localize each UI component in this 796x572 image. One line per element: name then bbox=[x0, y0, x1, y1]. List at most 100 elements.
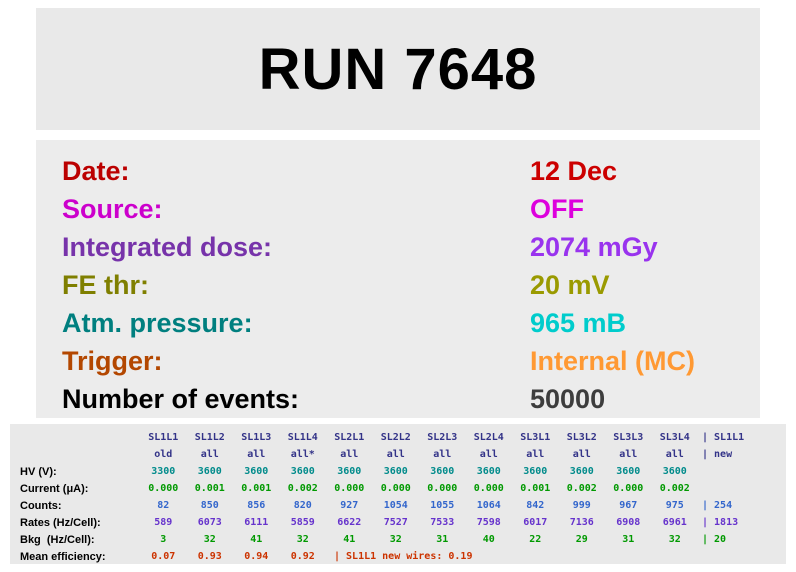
rates-value-11: 6961 bbox=[662, 517, 687, 528]
counts-value-9: 999 bbox=[572, 500, 591, 511]
run-info-panel: Date: 12 Dec Source: OFF Integrated dose: 207… bbox=[36, 140, 760, 418]
col-header-1: SL1L2 bbox=[194, 432, 225, 443]
bkg-value-3: 32 bbox=[296, 534, 309, 545]
current-extra bbox=[698, 480, 786, 497]
hv-value-2: 3600 bbox=[244, 466, 269, 477]
counts-value-6: 1055 bbox=[430, 500, 455, 511]
counts-value-4: 927 bbox=[340, 500, 359, 511]
col-subheader-9: all bbox=[572, 449, 591, 460]
mean-efficiency-value-1: 0.93 bbox=[197, 551, 222, 562]
stats-table-panel: SL1L1 SL1L2 SL1L3 SL1L4 SL2L1 SL2L2 SL2L3 SL2L4… bbox=[10, 424, 786, 564]
source-value: OFF bbox=[530, 193, 584, 224]
fe-thr-label: FE thr: bbox=[62, 269, 149, 300]
date-value: 12 Dec bbox=[530, 155, 618, 186]
current-value-1: 0.001 bbox=[194, 483, 225, 494]
trigger-label: Trigger: bbox=[62, 345, 163, 376]
col-subheader-10: all bbox=[619, 449, 638, 460]
counts-value-8: 842 bbox=[526, 500, 545, 511]
atm-pressure-value: 965 mB bbox=[530, 307, 627, 338]
rates-value-6: 7533 bbox=[430, 517, 455, 528]
run-title-banner: RUN 7648 bbox=[36, 8, 760, 130]
date-label: Date: bbox=[62, 155, 130, 186]
counts-value-11: 975 bbox=[665, 500, 684, 511]
hv-value-1: 3600 bbox=[197, 466, 222, 477]
col-header-extra: | SL1L1 bbox=[702, 432, 745, 443]
current-value-6: 0.000 bbox=[427, 483, 458, 494]
hv-extra bbox=[698, 463, 786, 480]
counts-value-0: 82 bbox=[157, 500, 170, 511]
rates-value-5: 7527 bbox=[383, 517, 408, 528]
current-value-9: 0.002 bbox=[566, 483, 597, 494]
bkg-value-2: 41 bbox=[250, 534, 263, 545]
table-subheader-row: old all all all* all all all all all all all all | n… bbox=[10, 446, 786, 463]
hv-value-11: 3600 bbox=[662, 466, 687, 477]
col-subheader-1: all bbox=[200, 449, 219, 460]
table-row-hv: HV (V): 3300 3600 3600 3600 3600 3600 3600 3600 3… bbox=[10, 463, 786, 480]
info-row-fe-thr: FE thr: 20 mV bbox=[62, 266, 760, 304]
run-title: RUN 7648 bbox=[258, 36, 538, 102]
hv-value-0: 3300 bbox=[151, 466, 176, 477]
table-row-current: Current (μA): 0.000 0.001 0.001 0.002 0.000 0.… bbox=[10, 480, 786, 497]
mean-efficiency-value-3: 0.92 bbox=[290, 551, 315, 562]
rates-value-1: 6073 bbox=[197, 517, 222, 528]
current-value-2: 0.001 bbox=[241, 483, 272, 494]
table-row-rates: Rates (Hz/Cell): 589 6073 6111 5859 6622 7527 7… bbox=[10, 514, 786, 531]
current-value-0: 0.000 bbox=[148, 483, 179, 494]
source-label: Source: bbox=[62, 193, 163, 224]
table-header-row: SL1L1 SL1L2 SL1L3 SL1L4 SL2L1 SL2L2 SL2L3 SL2L4… bbox=[10, 429, 786, 446]
integrated-dose-label: Integrated dose: bbox=[62, 231, 273, 262]
bkg-extra: | 20 bbox=[702, 534, 727, 545]
col-header-4: SL2L1 bbox=[334, 432, 365, 443]
bkg-value-6: 31 bbox=[436, 534, 449, 545]
hv-value-9: 3600 bbox=[569, 466, 594, 477]
rates-value-9: 7136 bbox=[569, 517, 594, 528]
col-header-11: SL3L4 bbox=[659, 432, 690, 443]
counts-value-10: 967 bbox=[619, 500, 638, 511]
col-subheader-4: all bbox=[340, 449, 359, 460]
col-subheader-0: old bbox=[154, 449, 173, 460]
current-value-10: 0.000 bbox=[613, 483, 644, 494]
col-header-7: SL2L4 bbox=[473, 432, 504, 443]
col-header-0: SL1L1 bbox=[148, 432, 179, 443]
col-subheader-3: all* bbox=[290, 449, 315, 460]
col-subheader-spacer bbox=[10, 446, 140, 463]
info-row-date: Date: 12 Dec bbox=[62, 152, 760, 190]
bkg-value-8: 22 bbox=[529, 534, 542, 545]
rates-label: Rates (Hz/Cell): bbox=[20, 516, 101, 529]
rates-value-7: 7598 bbox=[476, 517, 501, 528]
col-header-spacer bbox=[10, 429, 140, 446]
bkg-value-0: 3 bbox=[160, 534, 167, 545]
rates-value-10: 6908 bbox=[616, 517, 641, 528]
col-header-9: SL3L2 bbox=[566, 432, 597, 443]
mean-efficiency-value-0: 0.07 bbox=[151, 551, 176, 562]
info-row-trigger: Trigger: Internal (MC) bbox=[62, 342, 760, 380]
col-header-2: SL1L3 bbox=[241, 432, 272, 443]
trigger-value: Internal (MC) bbox=[530, 345, 695, 376]
col-subheader-11: all bbox=[665, 449, 684, 460]
counts-value-7: 1064 bbox=[476, 500, 501, 511]
current-value-4: 0.000 bbox=[334, 483, 365, 494]
col-subheader-extra: | new bbox=[702, 449, 733, 460]
col-subheader-8: all bbox=[526, 449, 545, 460]
mean-efficiency-note: | SL1L1 new wires: 0.19 bbox=[334, 551, 473, 562]
bkg-value-5: 32 bbox=[389, 534, 402, 545]
fe-thr-value: 20 mV bbox=[530, 269, 610, 300]
info-row-atm-pressure: Atm. pressure: 965 mB bbox=[62, 304, 760, 342]
table-row-counts: Counts: 82 850 856 820 927 1054 1055 1064 842 999 9… bbox=[10, 497, 786, 514]
number-of-events-value: 50000 bbox=[530, 383, 606, 414]
col-subheader-2: all bbox=[247, 449, 266, 460]
col-header-8: SL3L1 bbox=[520, 432, 551, 443]
info-row-integrated-dose: Integrated dose: 2074 mGy bbox=[62, 228, 760, 266]
current-value-7: 0.000 bbox=[473, 483, 504, 494]
table-row-mean-efficiency: Mean efficiency: 0.07 0.93 0.94 0.92 | SL1L1 … bbox=[10, 548, 786, 565]
mean-efficiency-label: Mean efficiency: bbox=[20, 550, 106, 563]
col-header-5: SL2L2 bbox=[380, 432, 411, 443]
rates-value-3: 5859 bbox=[290, 517, 315, 528]
rates-value-4: 6622 bbox=[337, 517, 362, 528]
bkg-value-1: 32 bbox=[203, 534, 216, 545]
atm-pressure-label: Atm. pressure: bbox=[62, 307, 253, 338]
col-subheader-6: all bbox=[433, 449, 452, 460]
number-of-events-label: Number of events: bbox=[62, 383, 300, 414]
current-label: Current (μA): bbox=[20, 482, 89, 495]
